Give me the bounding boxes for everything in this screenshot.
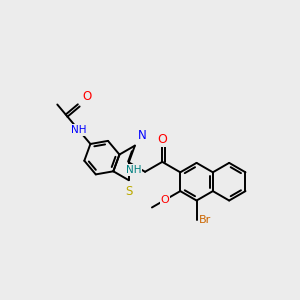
Text: O: O: [157, 133, 167, 146]
Text: Br: Br: [199, 215, 211, 225]
Text: O: O: [160, 195, 169, 205]
Text: S: S: [125, 185, 133, 198]
Text: NH: NH: [126, 165, 141, 175]
Text: O: O: [82, 91, 92, 103]
Text: N: N: [138, 129, 147, 142]
Text: NH: NH: [71, 125, 87, 135]
